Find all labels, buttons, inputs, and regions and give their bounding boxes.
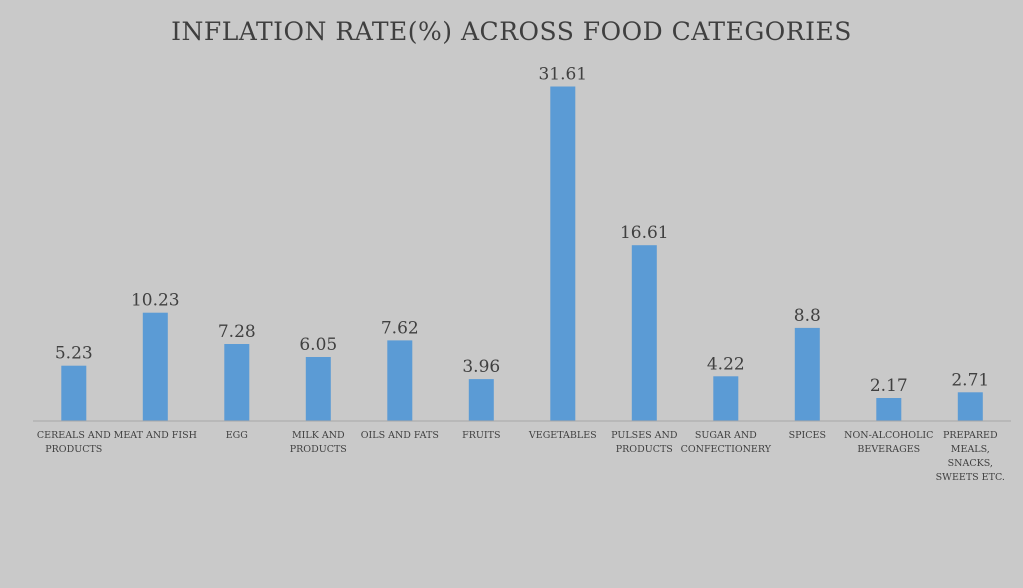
bar <box>550 86 576 421</box>
bars-layer <box>61 86 983 421</box>
bar <box>631 245 657 421</box>
data-label: 2.71 <box>951 370 989 390</box>
x-tick-label: NON-ALCOHOLIC BEVERAGES <box>844 430 933 455</box>
bar <box>713 376 739 421</box>
x-tick-label: PREPARED MEALS, SNACKS, SWEETS ETC. <box>936 430 1005 483</box>
x-tick-label: CEREALS AND PRODUCTS <box>37 430 111 455</box>
data-label: 3.96 <box>462 357 500 377</box>
x-tick-label: MILK AND PRODUCTS <box>290 430 347 455</box>
data-label: 2.17 <box>870 376 908 396</box>
data-label: 8.8 <box>794 306 821 326</box>
bar <box>61 365 87 421</box>
bar <box>876 398 902 421</box>
bar <box>305 357 331 421</box>
data-label: 6.05 <box>299 335 337 355</box>
x-tick-label: EGG <box>226 430 248 441</box>
x-tick-label: PULSES AND PRODUCTS <box>611 430 678 455</box>
data-label: 4.22 <box>707 354 745 374</box>
chart-title: INFLATION RATE(%) ACROSS FOOD CATEGORIES <box>171 17 852 46</box>
bar <box>468 379 494 421</box>
x-tick-label: OILS AND FATS <box>361 430 439 441</box>
data-label: 10.23 <box>131 291 180 311</box>
data-label: 7.62 <box>381 318 419 338</box>
bar <box>142 312 168 421</box>
x-tick-label: VEGETABLES <box>528 430 597 441</box>
data-label: 16.61 <box>620 223 669 243</box>
x-tick-label: SPICES <box>789 430 826 441</box>
bar <box>387 340 413 421</box>
data-label: 5.23 <box>55 344 93 364</box>
x-tick-label: SUGAR AND CONFECTIONERY <box>681 430 772 455</box>
bar <box>794 327 820 421</box>
data-label: 7.28 <box>218 322 256 342</box>
bar <box>224 344 250 421</box>
x-tick-label: FRUITS <box>462 430 500 441</box>
x-tick-label: MEAT AND FISH <box>114 430 197 441</box>
value-labels-layer: 5.23 10.23 7.28 6.05 7.62 3.96 31.61 16.61 4.22 8… <box>55 65 989 397</box>
data-label: 31.61 <box>538 65 587 85</box>
bar <box>957 392 983 421</box>
